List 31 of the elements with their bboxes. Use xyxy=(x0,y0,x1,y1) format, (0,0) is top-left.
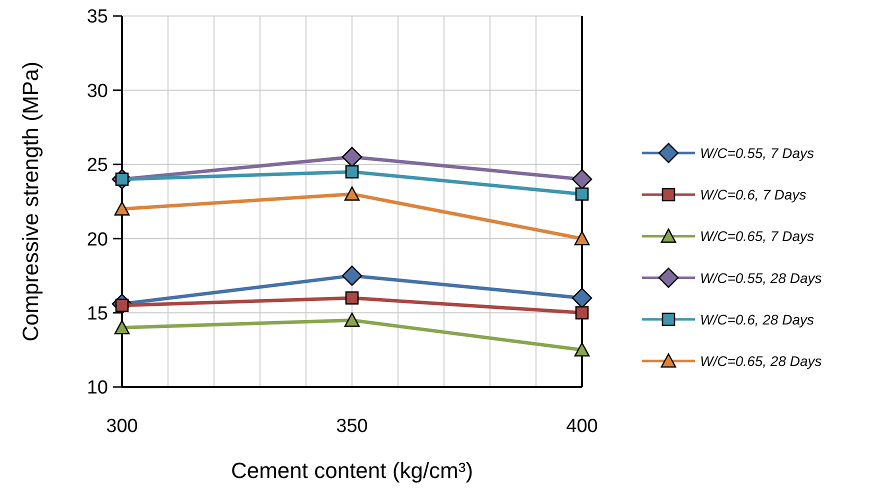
y-tick-label: 15 xyxy=(86,303,108,324)
point xyxy=(345,291,359,305)
point xyxy=(114,201,130,216)
point xyxy=(114,320,130,334)
point xyxy=(572,288,592,308)
point xyxy=(574,342,590,357)
point xyxy=(342,266,362,286)
x-axis-title: Cement content (kg/cm³) xyxy=(230,458,474,483)
x-tick-label: 400 xyxy=(566,416,598,437)
point xyxy=(345,165,359,178)
y-tick-label: 10 xyxy=(86,378,108,399)
legend-label: W/C=0.6, 7 Days xyxy=(700,186,806,203)
legend-label: W/C=0.6, 28 Days xyxy=(700,311,814,328)
x-tick-label: 350 xyxy=(336,416,368,437)
point xyxy=(575,187,589,201)
point xyxy=(342,146,362,168)
point xyxy=(575,306,589,320)
y-axis-title: Compressive strength (MPa) xyxy=(18,62,43,342)
point xyxy=(572,169,592,190)
y-tick-label: 30 xyxy=(86,80,108,102)
point xyxy=(344,312,360,327)
legend-label: W/C=0.55, 7 Days xyxy=(700,145,814,161)
point xyxy=(344,186,360,201)
y-tick-label: 20 xyxy=(86,229,108,250)
y-tick-label: 35 xyxy=(86,6,108,28)
y-tick-label: 25 xyxy=(86,155,108,176)
legend-label: W/C=0.65, 7 Days xyxy=(700,228,814,244)
x-tick-label: 300 xyxy=(106,416,138,437)
legend-label: W/C=0.55, 28 Days xyxy=(700,270,822,286)
legend-label: W/C=0.65, 28 Days xyxy=(700,353,822,369)
point xyxy=(574,230,590,246)
